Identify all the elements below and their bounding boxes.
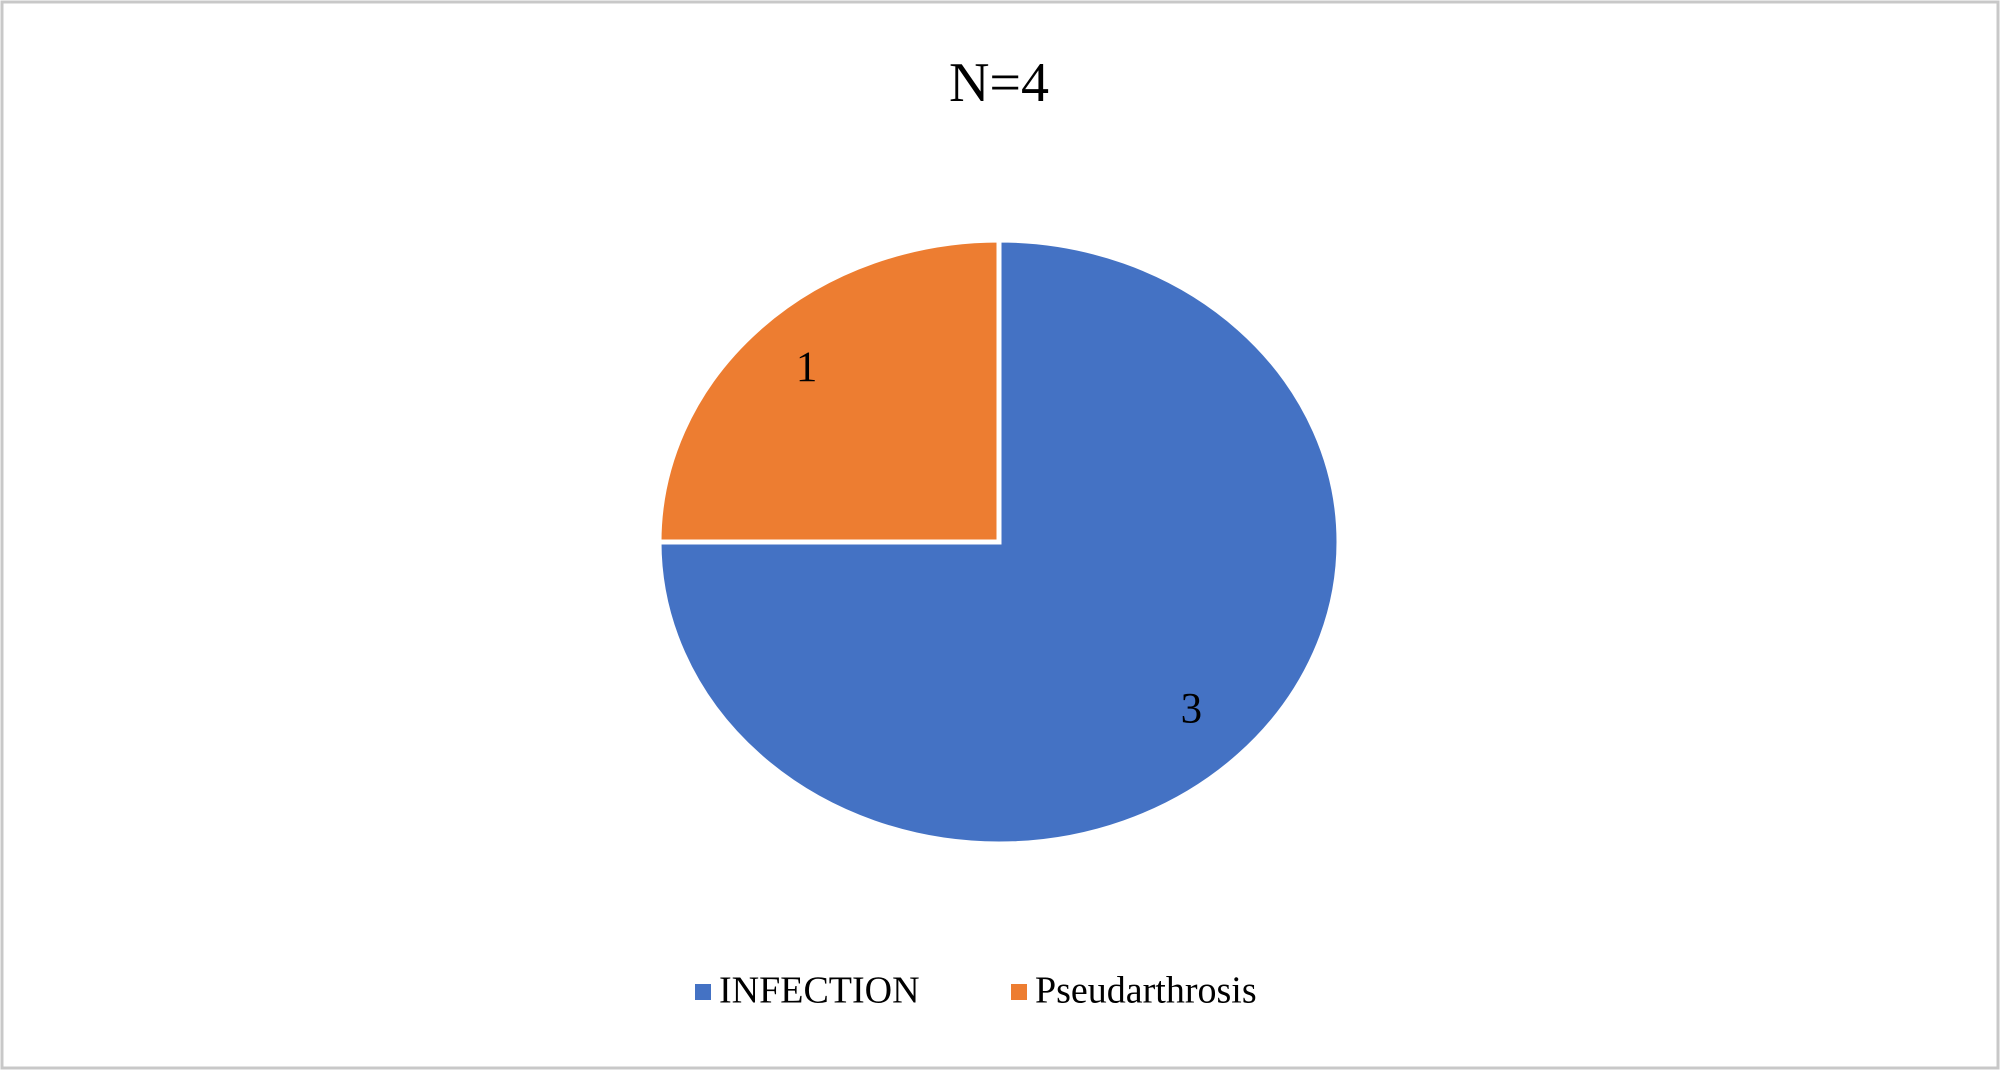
data-label: 3 [1181, 686, 1203, 733]
legend-label: Pseudarthrosis [1035, 970, 1257, 1012]
legend-label: INFECTION [719, 970, 920, 1012]
pie: 31 [656, 237, 1342, 847]
data-label: 1 [796, 344, 818, 391]
chart-title: N=4 [949, 52, 1049, 114]
legend-marker [695, 984, 711, 1000]
pie-slice [656, 237, 1002, 545]
legend-marker [1011, 984, 1027, 1000]
legend: INFECTION Pseudarthrosis [695, 970, 1257, 1012]
